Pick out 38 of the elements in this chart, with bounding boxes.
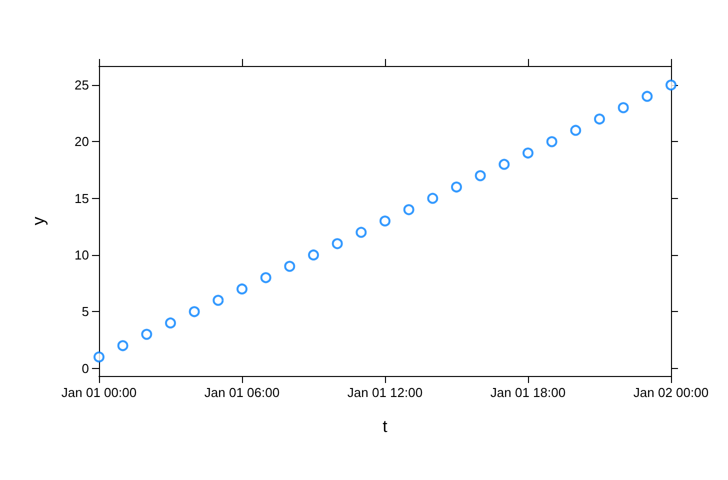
point [498, 158, 510, 170]
point [427, 192, 438, 204]
point [546, 136, 558, 148]
point [618, 102, 629, 114]
point [522, 148, 534, 159]
x-tick-label: Jan 02 00:00 [633, 385, 709, 400]
point [260, 272, 272, 284]
point [308, 249, 319, 260]
point [403, 204, 414, 216]
x-tick-label: Jan 01 00:00 [61, 385, 137, 400]
y-tick-label: 15 [74, 190, 89, 206]
point [594, 114, 605, 125]
y-tick-label: 5 [82, 304, 89, 320]
point [570, 124, 582, 136]
point [451, 182, 462, 193]
point [356, 226, 367, 238]
point [666, 80, 676, 91]
point [141, 328, 152, 340]
point [332, 238, 343, 250]
y-tick-label: 0 [82, 360, 89, 376]
x-tick-label: Jan 01 12:00 [347, 385, 423, 400]
point [284, 260, 296, 272]
point [117, 340, 128, 352]
point [380, 216, 390, 226]
point [188, 306, 200, 318]
point [212, 294, 224, 306]
point [642, 90, 653, 102]
x-axis-title: t [382, 417, 388, 436]
point [94, 351, 104, 362]
x-tick-label: Jan 01 06:00 [204, 385, 280, 400]
y-tick-label: 20 [74, 134, 89, 150]
y-axis-title: y [29, 216, 48, 226]
x-tick-label: Jan 01 18:00 [490, 385, 566, 400]
point [474, 170, 486, 182]
point [236, 283, 248, 294]
point [165, 317, 176, 328]
y-tick-label: 10 [74, 247, 89, 262]
y-tick-label: 25 [74, 78, 89, 93]
